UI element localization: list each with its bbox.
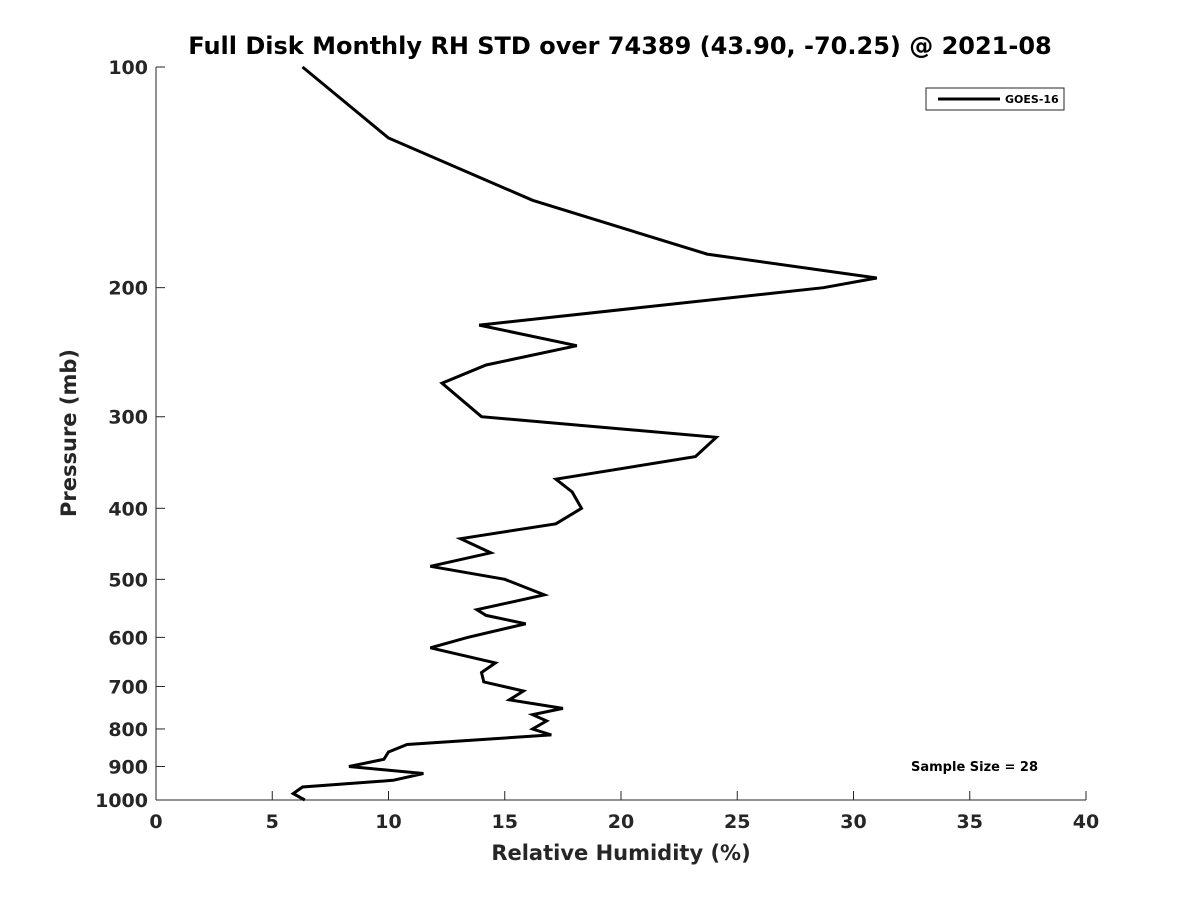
legend: GOES-16 — [925, 87, 1065, 111]
x-axis: 0 5 10 15 20 25 30 35 40 — [149, 791, 1099, 833]
x-tick-label: 5 — [266, 811, 279, 833]
x-axis-label: Relative Humidity (%) — [491, 841, 750, 865]
x-tick-label: 15 — [492, 811, 518, 833]
x-tick-label: 40 — [1073, 811, 1099, 833]
series-line-goes-16 — [290, 65, 878, 802]
legend-label: GOES-16 — [1005, 93, 1059, 106]
plot-area — [156, 67, 1086, 800]
y-tick-label: 200 — [108, 278, 148, 300]
y-tick-label: 900 — [108, 756, 148, 778]
x-tick-label: 20 — [608, 811, 634, 833]
y-axis-label: Pressure (mb) — [57, 349, 81, 517]
x-tick-label: 25 — [724, 811, 750, 833]
y-tick-label: 700 — [108, 676, 148, 698]
y-tick-label: 500 — [108, 569, 148, 591]
chart-title: Full Disk Monthly RH STD over 74389 (43.… — [188, 32, 1051, 60]
x-tick-label: 30 — [840, 811, 866, 833]
y-tick-label: 800 — [108, 719, 148, 741]
y-tick-label: 1000 — [95, 790, 148, 812]
x-tick-label: 10 — [375, 811, 401, 833]
y-tick-label: 100 — [108, 57, 148, 79]
y-axis: 100 200 300 400 500 600 700 800 900 1000 — [95, 57, 165, 812]
x-tick-label: 35 — [957, 811, 983, 833]
y-tick-label: 600 — [108, 627, 148, 649]
sample-size-note: Sample Size = 28 — [911, 760, 1038, 775]
y-tick-label: 400 — [108, 498, 148, 520]
y-tick-label: 300 — [108, 407, 148, 429]
x-tick-label: 0 — [149, 811, 162, 833]
